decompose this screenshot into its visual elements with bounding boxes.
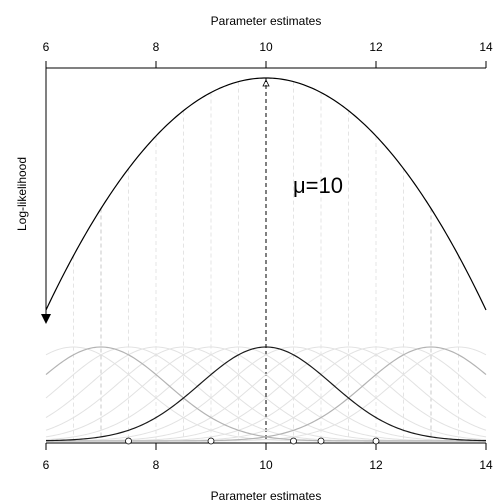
log-likelihood-curve xyxy=(45,77,487,311)
top-tick-label: 12 xyxy=(369,40,383,54)
bottom-tick-label: 14 xyxy=(479,458,493,472)
guide-lines xyxy=(73,78,459,441)
top-tick-label: 6 xyxy=(43,40,50,54)
bottom-axis-title: Parameter estimates xyxy=(211,489,322,503)
observation-point xyxy=(125,437,132,445)
observation-point xyxy=(290,437,297,445)
top-axis-title: Parameter estimates xyxy=(211,14,322,28)
candidate-density xyxy=(46,346,487,442)
mle-marker xyxy=(262,79,270,87)
bottom-tick-label: 10 xyxy=(259,458,273,472)
observation-point xyxy=(207,437,215,445)
top-tick-label: 14 xyxy=(479,40,493,54)
top-x-axis: 6 8 10 12 14 xyxy=(41,40,493,324)
observation-point xyxy=(372,437,380,445)
top-tick-label: 10 xyxy=(259,40,273,54)
observation-points xyxy=(125,437,380,445)
highlight-density xyxy=(46,346,487,442)
observation-point xyxy=(317,437,325,445)
bottom-tick-label: 8 xyxy=(153,458,160,472)
bottom-tick-label: 6 xyxy=(43,458,50,472)
bottom-x-axis: 6 8 10 12 14 xyxy=(43,442,493,472)
y-axis-title: Log-likelihood xyxy=(15,157,29,231)
density-curves xyxy=(45,346,487,442)
bottom-tick-label: 12 xyxy=(369,458,383,472)
log-likelihood-line xyxy=(45,77,487,311)
y-axis-arrow xyxy=(41,314,51,324)
candidate-density xyxy=(45,346,487,442)
mle-density xyxy=(45,346,487,442)
mle-annotation: μ=10 xyxy=(293,173,343,198)
top-tick-label: 8 xyxy=(153,40,160,54)
